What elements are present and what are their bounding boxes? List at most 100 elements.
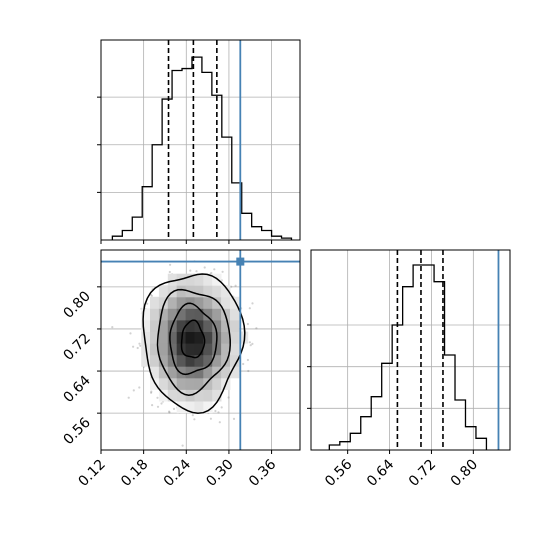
scatter-point (168, 270, 171, 274)
density-cell (150, 331, 160, 344)
x-tick-label-p1: 0.30 (203, 457, 236, 490)
density-cell (203, 343, 213, 356)
scatter-point (246, 322, 249, 326)
density-cell (158, 285, 169, 298)
density-cell (185, 401, 195, 414)
y-tick-label-p2: 0.64 (60, 373, 93, 406)
density-cell (158, 354, 169, 367)
scatter-point (111, 326, 114, 329)
density-cell (221, 354, 231, 367)
density-cell (194, 377, 204, 390)
density-cell (212, 354, 222, 367)
scatter-point (156, 405, 160, 408)
density-cell (212, 308, 222, 321)
scatter-point (255, 327, 258, 330)
density-cell (212, 296, 222, 309)
y-tick-label-p2: 0.80 (60, 288, 93, 321)
histogram-panel-p2 (307, 249, 511, 454)
density-cell (194, 401, 204, 414)
scatter-point (168, 410, 171, 413)
scatter-point (138, 386, 141, 389)
contour-level-3 (180, 319, 206, 359)
scatter-point (242, 362, 245, 366)
density-cell (194, 389, 204, 402)
density-cell (150, 343, 160, 356)
density-cell (230, 354, 240, 367)
density-cell (185, 354, 195, 367)
density-cell (212, 320, 222, 332)
scatter-point (160, 402, 163, 405)
density-cell (230, 296, 240, 309)
density-cell (238, 331, 249, 344)
scatter-point (150, 390, 153, 393)
density-cell (203, 354, 213, 367)
density-cell (203, 285, 213, 298)
histogram-step-p1 (111, 56, 293, 240)
density-cell (185, 343, 195, 356)
scatter-point (248, 307, 251, 310)
density-cell (158, 296, 169, 309)
density-cell (167, 308, 178, 321)
scatter-point (169, 263, 172, 266)
density-cell (194, 343, 204, 356)
density-cell (185, 331, 195, 344)
density-cell (141, 320, 151, 332)
scatter-point (203, 266, 206, 269)
density-cell (176, 366, 186, 379)
scatter-point (247, 369, 250, 373)
scatter-point (217, 411, 220, 414)
density-cell (158, 366, 169, 379)
density-cell (203, 296, 213, 309)
scatter-point (248, 341, 251, 344)
density-cell (212, 377, 222, 390)
density-cell (185, 377, 195, 390)
density-cell (176, 377, 186, 390)
density-cell (167, 273, 178, 286)
density-cell (176, 354, 186, 367)
density-cell (194, 296, 204, 309)
x-tick-label-p2: 0.64 (364, 456, 397, 489)
scatter-point (139, 344, 142, 347)
density-cell (194, 354, 204, 367)
density-cell (185, 308, 195, 321)
density-cell (203, 401, 213, 414)
contour-level-1 (156, 288, 231, 396)
density-cell (158, 308, 169, 321)
density-cell (203, 308, 213, 321)
density-cell (203, 389, 213, 402)
density-cell (212, 389, 222, 402)
scatter-point (193, 418, 196, 421)
density-cell (230, 331, 240, 344)
x-tick-label-p2: 0.72 (406, 457, 439, 490)
density-cell (176, 389, 186, 402)
density-cell (167, 343, 178, 356)
scatter-point (156, 396, 159, 399)
scatter-point (249, 344, 252, 347)
density-cell (158, 377, 169, 390)
x-tick-label-p2: 0.56 (322, 456, 355, 489)
density-cell (221, 285, 231, 298)
contour-level-0 (142, 273, 246, 415)
truth-marker (236, 257, 245, 266)
scatter-point (127, 396, 130, 399)
density-cell (150, 354, 160, 367)
density-cell (150, 320, 160, 332)
scatter-point (218, 421, 221, 424)
density-cell (167, 389, 178, 402)
density-cell (141, 331, 151, 344)
density-cell (150, 296, 160, 309)
y-tick-label-p2: 0.56 (60, 415, 93, 448)
density-cell (167, 285, 178, 298)
scatter-point (221, 270, 224, 273)
tick-labels: 0.12 0.18 0.24 0.30 0.36 0.56 0.64 0.72 0.80 0.56… (60, 288, 481, 490)
scatter-point (168, 411, 171, 414)
density-cell (203, 273, 213, 286)
density-cell (158, 320, 169, 332)
density-cell (141, 308, 151, 321)
scatter-point (132, 345, 135, 348)
scatter-point (129, 332, 132, 335)
density-cell (230, 366, 240, 379)
density-cell (221, 343, 231, 356)
density-cell (221, 320, 231, 332)
